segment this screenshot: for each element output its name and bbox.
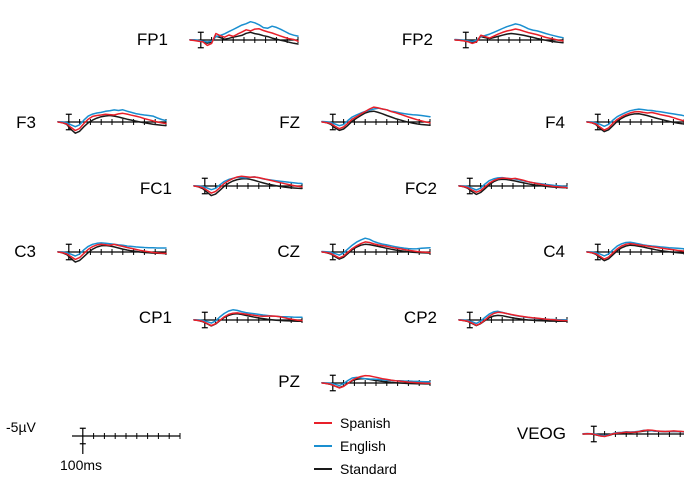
electrode-c3-series-spanish <box>57 243 167 261</box>
electrode-c4-panel: C4 <box>543 241 684 262</box>
electrode-cz-series-spanish <box>321 241 431 259</box>
electrode-cz-label: CZ <box>277 242 300 261</box>
electrode-fz-series-standard <box>321 110 431 132</box>
electrode-panels: FP1 FP2 F3 FZ F4 FC1 FC2 C3 CZ C4 CP1 CP2 PZ VEOG <box>14 20 684 443</box>
electrode-fc2-panel: FC2 <box>405 176 568 198</box>
electrode-fc2-series-spanish <box>458 177 568 193</box>
legend-label-english: English <box>340 438 386 454</box>
electrode-fp1-label: FP1 <box>137 30 168 49</box>
electrode-cp1-series-spanish <box>193 312 303 327</box>
electrode-cp2-panel: CP2 <box>404 308 568 329</box>
electrode-veog-panel: VEOG <box>517 424 684 443</box>
electrode-cp2-series-spanish <box>458 311 568 327</box>
scale-amplitude-label: -5µV <box>6 419 37 435</box>
electrode-fp1-series-spanish <box>189 28 299 47</box>
electrode-cz-series-english <box>321 237 431 256</box>
electrode-c3-series-standard <box>57 244 167 263</box>
electrode-cp1-panel: CP1 <box>139 308 303 329</box>
electrode-cp1-series-english <box>193 309 303 324</box>
electrode-f4-panel: F4 <box>545 108 684 133</box>
electrode-pz-series-spanish <box>321 374 431 389</box>
electrode-fp1-series-english <box>189 20 299 43</box>
electrode-f4-series-standard <box>586 113 684 133</box>
electrode-c3-label: C3 <box>14 242 36 261</box>
legend: Spanish English Standard <box>314 415 397 477</box>
electrode-fp2-label: FP2 <box>402 30 433 49</box>
electrode-f3-series-standard <box>57 114 167 134</box>
electrode-fc1-series-spanish <box>193 175 303 194</box>
electrode-c4-series-standard <box>586 244 684 262</box>
scale-time-label: 100ms <box>60 457 102 473</box>
electrode-fc2-label: FC2 <box>405 179 437 198</box>
electrode-f3-series-english <box>57 109 167 128</box>
electrode-cz-panel: CZ <box>277 237 431 261</box>
electrode-cp1-label: CP1 <box>139 308 172 327</box>
scale-bar: -5µV 100ms <box>6 419 181 473</box>
electrode-c4-series-english <box>586 241 684 257</box>
electrode-pz-series-english <box>321 376 431 387</box>
electrode-pz-label: PZ <box>278 372 300 391</box>
electrode-pz-panel: PZ <box>278 372 431 392</box>
electrode-f4-series-spanish <box>586 110 684 131</box>
electrode-fp2-panel: FP2 <box>402 23 564 49</box>
electrode-fc2-series-standard <box>458 178 568 196</box>
electrode-cz-series-standard <box>321 243 431 260</box>
electrode-f4-series-english <box>586 108 684 128</box>
electrode-veog-label: VEOG <box>517 424 566 443</box>
electrode-fz-series-english <box>321 107 431 127</box>
electrode-fp2-series-spanish <box>454 28 564 45</box>
electrode-c4-series-spanish <box>586 242 684 260</box>
electrode-f3-series-spanish <box>57 112 167 132</box>
electrode-fz-label: FZ <box>279 113 300 132</box>
scale-axes <box>72 427 181 454</box>
electrode-veog-series-spanish <box>582 429 684 438</box>
electrode-fc1-series-standard <box>193 177 303 197</box>
electrode-fz-series-spanish <box>321 106 431 130</box>
legend-label-spanish: Spanish <box>340 415 391 431</box>
electrode-f3-panel: F3 <box>16 109 167 134</box>
legend-label-standard: Standard <box>340 461 397 477</box>
electrode-fz-panel: FZ <box>279 106 431 132</box>
electrode-cp2-label: CP2 <box>404 308 437 327</box>
electrode-c4-label: C4 <box>543 242 565 261</box>
electrode-f3-label: F3 <box>16 113 36 132</box>
electrode-fc1-label: FC1 <box>140 179 172 198</box>
electrode-c3-panel: C3 <box>14 242 167 263</box>
electrode-fc1-panel: FC1 <box>140 175 303 198</box>
electrode-fp1-series-standard <box>189 31 299 45</box>
electrode-fp2-series-english <box>454 23 564 43</box>
electrode-fp1-panel: FP1 <box>137 20 299 49</box>
electrode-f4-label: F4 <box>545 113 565 132</box>
